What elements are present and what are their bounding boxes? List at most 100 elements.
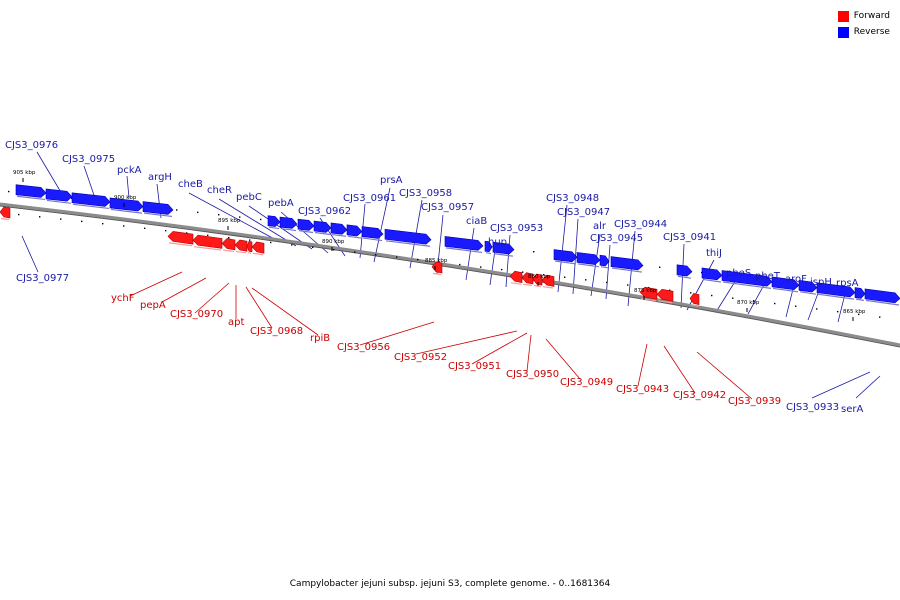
gene-label: CJS3_0941 [663,232,716,243]
reverse-gene-arrow [444,236,484,251]
ruler-dot [438,261,440,263]
ruler-dot [333,249,335,251]
reverse-gene-arrow [553,249,578,263]
gene-label: CJS3_0970 [170,309,223,320]
gene-label: CJS3_0944 [614,219,667,230]
ruler-dot [627,284,629,286]
gene-arrow-shadow [143,212,173,218]
ruler-dot [165,229,167,232]
forward-gene-arrow [0,206,11,219]
gene-leader-line [590,233,601,297]
gene-label: CJS3_0933 [786,402,839,413]
gene-label: CJS3_0968 [250,326,303,337]
gene-label: apt [228,317,244,328]
ruler-dot [522,271,524,273]
gene-arrow-shadow [110,208,143,214]
gene-leader-line [21,235,39,273]
kbp-labels: 905 kbp 900 kbp 895 kbp 890 kbp 885 kbp 880 k… [13,170,866,321]
gene-arrow-shadow [817,293,855,300]
gene-arrow-shadow [235,250,247,254]
ruler-dot [659,266,661,268]
ruler-dot [606,281,608,284]
gene-arrow-shadow [677,275,692,279]
gene-leader-line [415,330,518,355]
ruler-dot [18,213,20,216]
ruler-dot [585,279,587,281]
kbp-label: 870 kbp [737,300,760,306]
gene-label: pheS [726,268,751,279]
reverse-gene-arrow [109,197,144,212]
gene-leader-line [557,204,568,293]
gene-label: CJS3_0939 [728,396,781,407]
ruler-dot [39,216,41,218]
reverse-gene-arrow [701,267,723,281]
gene-leader-line [715,279,737,313]
gene-label: CJS3_0975 [62,154,115,165]
gene-label: pebA [268,198,294,209]
kbp-label: 875 kbp [634,288,657,294]
forward-gene-arrow [541,274,555,287]
gene-arrow-shadow [855,298,865,301]
gene-arrow-shadow [542,286,554,289]
ruler-dot [837,310,839,313]
ruler-dot [249,239,251,241]
reverse-gene-arrow [297,218,315,231]
gene-arrow-shadow [16,195,46,201]
gene-arrow-shadow [362,237,383,242]
gene-leader-line [526,334,532,372]
gene-arrow-shadow [799,291,817,295]
ruler-dot [375,253,377,256]
ruler-dot [270,241,272,244]
forward-gene-arrow [221,238,236,251]
gene-label: thiJ [706,248,722,259]
gene-arrow-shadow [252,252,264,256]
reverse-gene-arrow [313,220,332,233]
reverse-gene-arrow [599,254,610,267]
gene-leader-line [505,234,511,288]
gene-leader-line [680,243,685,309]
ruler-dot [312,246,314,249]
gene-arrow-shadow [347,235,362,239]
gene-label: CJS3_0961 [343,193,396,204]
forward-gene-arrow [521,272,534,285]
gene-leader-line [545,338,581,380]
gene-arrow-shadow [331,233,347,237]
gene-leader-line [359,321,435,346]
gene-arrow-shadow [46,199,72,204]
kbp-label: 890 kbp [322,239,345,245]
reverse-gene-arrow [771,276,800,291]
legend: Forward Reverse [837,8,890,40]
gene-label: serA [841,404,863,415]
ruler-dot [60,218,62,220]
gene-label: CJS3_0943 [616,384,669,395]
gene-label: argH [148,172,172,183]
gene-label: CJS3_0942 [673,390,726,401]
gene-arrow-shadow [385,240,431,247]
gene-arrow-shadow [690,304,699,307]
gene-label: CJS3_0950 [506,369,559,380]
kbp-label: 885 kbp [425,258,448,264]
forward-gene-arrow [532,273,543,286]
gene-label: alr [593,221,607,232]
reverse-gene-arrow [361,226,384,239]
kbp-label: 905 kbp [13,170,36,176]
gene-arrow-shadow [657,300,673,304]
gene-label: CJS3_0958 [399,188,452,199]
ruler-dot [354,251,356,253]
gene-label: CJS3_0947 [557,207,610,218]
gene-arrows [0,184,900,307]
ruler-dot [564,276,566,278]
ruler-dot [533,251,535,253]
gene-arrow-shadow [722,281,772,289]
gene-arrow-shadow [280,227,297,232]
gene-label: pepA [140,300,166,311]
ruler-dot [176,209,178,211]
gene-label: rpiB [310,333,330,344]
gene-leader-line [637,343,648,387]
reverse-gene-arrow [15,184,47,198]
kbp-label: 900 kbp [114,195,137,201]
legend-forward: Forward [837,8,890,24]
reverse-gene-arrow [816,282,856,298]
